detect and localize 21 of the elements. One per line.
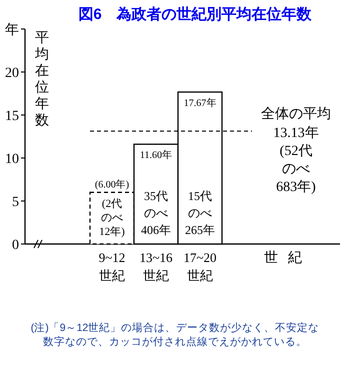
x-tick-label: 9~12 世紀	[98, 250, 126, 283]
annotation: 15代のべ265年	[185, 189, 215, 237]
chart-title: 図6 為政者の世紀別平均在位年数	[78, 6, 313, 23]
y-tick-label: 20	[5, 66, 19, 81]
x-tick-label: 13~16 世紀	[139, 250, 174, 283]
x-axis-title: 世紀	[264, 250, 312, 266]
y-tick-label: 5	[12, 195, 19, 210]
data-label: (6.00年)	[94, 178, 130, 190]
y-tick-label: 0	[12, 238, 19, 253]
ref-line-label: 13.13年(52代のべ683年)	[273, 125, 319, 196]
x-tick-label: 17~20 世紀	[183, 250, 217, 283]
text: 全体の平均	[261, 106, 331, 122]
y-tick-label: 10	[5, 152, 19, 167]
y-tick-label: 15	[5, 109, 19, 124]
y-tick-label: 年	[5, 22, 19, 38]
annotation: 35代のべ406年	[141, 189, 171, 237]
y-axis-title: 平均在位年数	[34, 31, 49, 128]
text: (注)「9～12世紀」の場合は、データ数が少なく、不安定な数字なので、カッコが付され点線でえがかれている。	[30, 321, 320, 348]
data-label: 17.67年	[184, 97, 216, 110]
annotation: (2代のべ12年)	[99, 198, 126, 238]
data-label: 11.60年	[140, 149, 172, 162]
